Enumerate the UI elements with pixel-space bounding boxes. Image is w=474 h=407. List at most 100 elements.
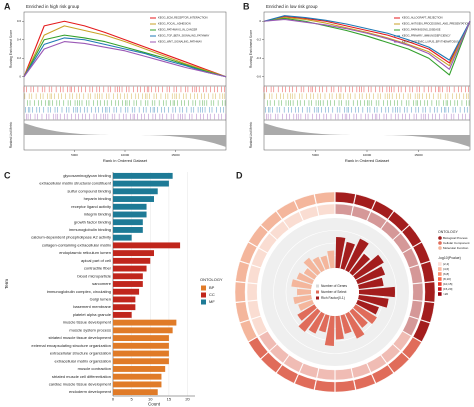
ontology-sector xyxy=(420,261,435,283)
legend-swatch xyxy=(438,267,442,271)
x-tick-label: 10000 xyxy=(363,153,372,157)
ontology-sector xyxy=(235,261,250,283)
rich-factor-bar xyxy=(356,266,386,285)
y-tick-label: blood microparticle xyxy=(77,273,111,278)
y-axis-label: Term xyxy=(4,279,9,289)
rich-factor-bar xyxy=(312,256,325,273)
ontology-sector xyxy=(239,319,258,342)
ontology-sector xyxy=(387,352,410,373)
ontology-sector xyxy=(412,319,431,342)
bar xyxy=(113,373,162,380)
legend-label: Molecular Function xyxy=(443,246,469,250)
rich-factor-bar xyxy=(356,299,379,315)
rich-factor-bar xyxy=(324,315,335,346)
legend-swatch xyxy=(201,292,206,298)
bar xyxy=(113,389,158,396)
legend-swatch xyxy=(201,299,206,305)
rich-factor-bar xyxy=(345,311,365,339)
center-key xyxy=(316,284,319,288)
legend-label: (15,20] xyxy=(443,287,453,291)
gene-ring xyxy=(316,203,335,216)
panel-letter: C xyxy=(4,170,11,180)
legend-title: ONTOLOGY xyxy=(438,230,458,234)
bar xyxy=(113,366,166,372)
gene-ring xyxy=(247,300,261,320)
legend-label: KEGG_TGF_BETA_SIGNALING_PATHWAY xyxy=(158,34,210,38)
rich-factor-bar xyxy=(349,308,368,328)
gene-ring xyxy=(351,363,371,379)
gene-ring xyxy=(380,220,401,240)
legend-title: -log10(Pvalue) xyxy=(438,256,461,260)
bar xyxy=(113,358,169,365)
y-tick-label: glycosaminoglycan binding xyxy=(63,173,111,178)
y-tick-label: apical part of cell xyxy=(81,258,111,263)
rich-factor-bar xyxy=(353,254,384,280)
gene-ring xyxy=(351,205,371,221)
legend-swatch xyxy=(438,277,442,281)
y-tick-label: -0.4 xyxy=(256,56,262,60)
bar xyxy=(113,211,147,218)
ontology-sector xyxy=(276,364,299,384)
rich-factor-bar xyxy=(298,308,321,332)
legend-label: (2,4] xyxy=(443,262,449,266)
bar xyxy=(113,257,151,264)
legend-title: ONTOLOGY xyxy=(200,277,223,282)
gene-ring xyxy=(366,355,387,373)
bar xyxy=(113,304,136,311)
legend-label: KEGG_PATHWAYS_IN_CANCER xyxy=(158,28,197,32)
center-label: Rich Factor(0-1) xyxy=(321,296,345,300)
y-tick-label: contractile fiber xyxy=(84,266,112,271)
y-axis-label: Ranked List Metric xyxy=(9,121,13,148)
y-tick-label: muscle system process xyxy=(69,327,111,332)
y-tick-label: growth factor binding xyxy=(74,219,111,224)
ontology-sector xyxy=(314,379,335,393)
rich-factor-bar xyxy=(335,315,344,340)
bar xyxy=(113,265,147,272)
gene-ring xyxy=(258,233,278,254)
panel-letter: A xyxy=(4,1,11,11)
rich-factor-bar xyxy=(345,238,369,273)
y-tick-label: muscle contraction xyxy=(78,366,111,371)
bar xyxy=(113,319,177,326)
ranked-metric xyxy=(24,123,226,147)
es-line xyxy=(263,16,471,64)
bar xyxy=(113,311,132,318)
rich-factor-bar xyxy=(340,314,352,334)
x-tick-label: 15 xyxy=(167,397,172,402)
y-tick-label: integrin binding xyxy=(84,212,111,217)
y-axis-label: Running Enrichment Score xyxy=(249,30,253,68)
y-tick-label: -0.2 xyxy=(256,38,262,42)
rich-factor-bar xyxy=(291,279,313,290)
bar xyxy=(113,234,132,241)
x-tick-label: 5 xyxy=(131,397,134,402)
legend-swatch xyxy=(438,246,442,250)
gene-ring xyxy=(412,282,424,302)
gene-ring xyxy=(409,300,423,320)
legend-label: KEGG_PARKINSONS_DISEASE xyxy=(402,28,441,32)
gene-ring xyxy=(402,316,419,336)
legend-label: KEGG_PRIMARY_IMMUNODEFICIENCY xyxy=(402,34,451,38)
es-line xyxy=(23,34,227,78)
ontology-sector xyxy=(353,194,376,210)
x-tick-label: 15000 xyxy=(414,153,423,157)
ontology-sector xyxy=(401,225,422,247)
x-tick-label: 10000 xyxy=(121,153,130,157)
es-line xyxy=(263,18,471,70)
gene-ring xyxy=(409,264,423,284)
y-tick-label: external encapsulating structure organiz… xyxy=(31,343,111,348)
gene-ring xyxy=(283,211,304,229)
es-line xyxy=(263,17,471,67)
panel-letter: B xyxy=(243,1,250,11)
legend-label: KEGG_ANTIGEN_PROCESSING_AND_PRESENTATION xyxy=(402,22,469,26)
ontology-sector xyxy=(276,200,299,220)
legend-label: KEGG_FOCAL_ADHESION xyxy=(158,22,191,26)
gene-ring xyxy=(299,205,319,221)
ontology-sector xyxy=(335,191,356,205)
legend-label: >20 xyxy=(443,292,448,296)
rich-factor-bar xyxy=(303,268,317,280)
gene-ring xyxy=(283,355,304,373)
ontology-sector xyxy=(234,281,246,303)
legend-label: (8,10] xyxy=(443,277,451,281)
legend-swatch xyxy=(438,292,442,296)
ontology-sector xyxy=(260,211,283,232)
